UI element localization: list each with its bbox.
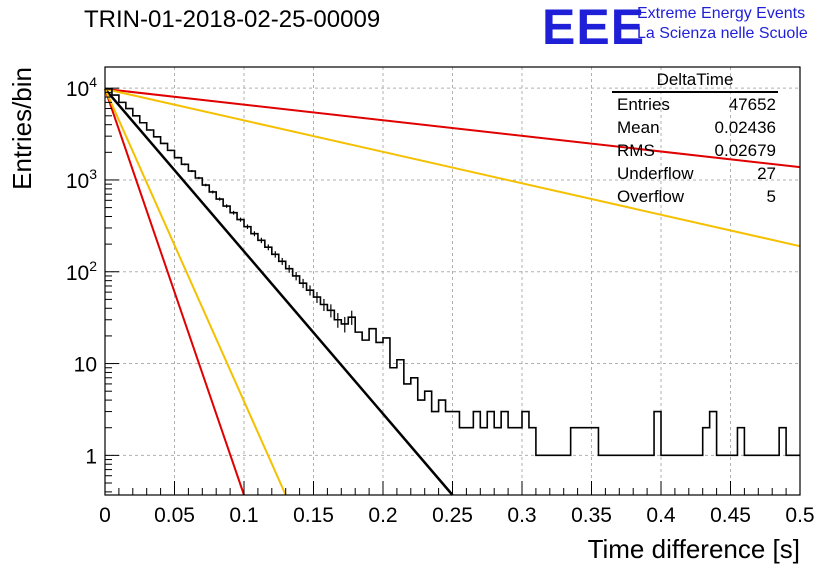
stats-value: 5: [766, 187, 776, 206]
x-tick-label: 0.1: [229, 504, 258, 527]
histogram-steps: [105, 88, 800, 457]
stats-label: Underflow: [617, 164, 694, 183]
stats-label: Overflow: [617, 187, 685, 206]
series-black-fit: [104, 88, 454, 496]
series-red-shallow: [104, 87, 801, 169]
logo-subtitle-1: Extreme Energy Events: [637, 5, 806, 22]
stats-value: 0.02679: [714, 141, 776, 160]
stats-box: DeltaTime Entries 47652 Mean 0.02436 RMS…: [612, 70, 778, 208]
y-tick-label: 103: [66, 166, 97, 193]
stats-row-underflow: Underflow 27: [612, 162, 778, 185]
axis-labels: Time difference [s] Entries/bin: [7, 67, 800, 564]
stats-row-mean: Mean 0.02436: [612, 116, 778, 139]
model-lines: [104, 87, 801, 496]
x-tick-label: 0.25: [432, 504, 473, 527]
stats-value: 0.02436: [714, 118, 776, 137]
eee-logo: EEE: [542, 0, 646, 55]
y-tick-label: 104: [66, 74, 97, 101]
x-tick-label: 0.4: [646, 504, 676, 527]
stats-row-overflow: Overflow 5: [612, 185, 778, 208]
x-tick-label: 0: [99, 504, 111, 527]
logo-subtitle-2: La Scienza nelle Scuole: [637, 25, 808, 42]
series-yellow-steep: [104, 88, 287, 496]
stats-title: DeltaTime: [612, 70, 778, 93]
x-tick-label: 0.05: [154, 504, 195, 527]
stats-value: 47652: [728, 95, 776, 114]
tick-labels: 0 0.05 0.1 0.15 0.2 0.25 0.3 0.35 0.4 0.45 0.5 1 10 1…: [66, 74, 815, 527]
x-tick-label: 0.15: [293, 504, 334, 527]
y-tick-label: 1: [85, 445, 97, 468]
plot-frame: [104, 66, 801, 496]
x-tick-label: 0.45: [710, 504, 751, 527]
y-tick-label: 10: [74, 354, 97, 377]
stats-row-rms: RMS 0.02679: [612, 139, 778, 162]
chart-title: TRIN-01-2018-02-25-00009: [84, 6, 381, 33]
x-tick-label: 0.2: [368, 504, 397, 527]
stats-label: Mean: [617, 118, 660, 137]
x-tick-label: 0.5: [785, 504, 814, 527]
stats-row-entries: Entries 47652: [612, 93, 778, 116]
x-axis-label: Time difference [s]: [588, 534, 800, 564]
axes-frame: [104, 66, 801, 496]
x-tick-label: 0.35: [571, 504, 612, 527]
y-tick-label: 102: [66, 258, 97, 285]
series-red-steep: [104, 88, 245, 496]
stats-value: 27: [757, 164, 776, 183]
y-axis-label: Entries/bin: [7, 67, 37, 190]
stats-label: RMS: [617, 141, 655, 160]
stats-label: Entries: [617, 95, 670, 114]
series-yellow-shallow: [104, 87, 801, 248]
x-tick-label: 0.3: [507, 504, 536, 527]
histogram: [105, 88, 800, 457]
